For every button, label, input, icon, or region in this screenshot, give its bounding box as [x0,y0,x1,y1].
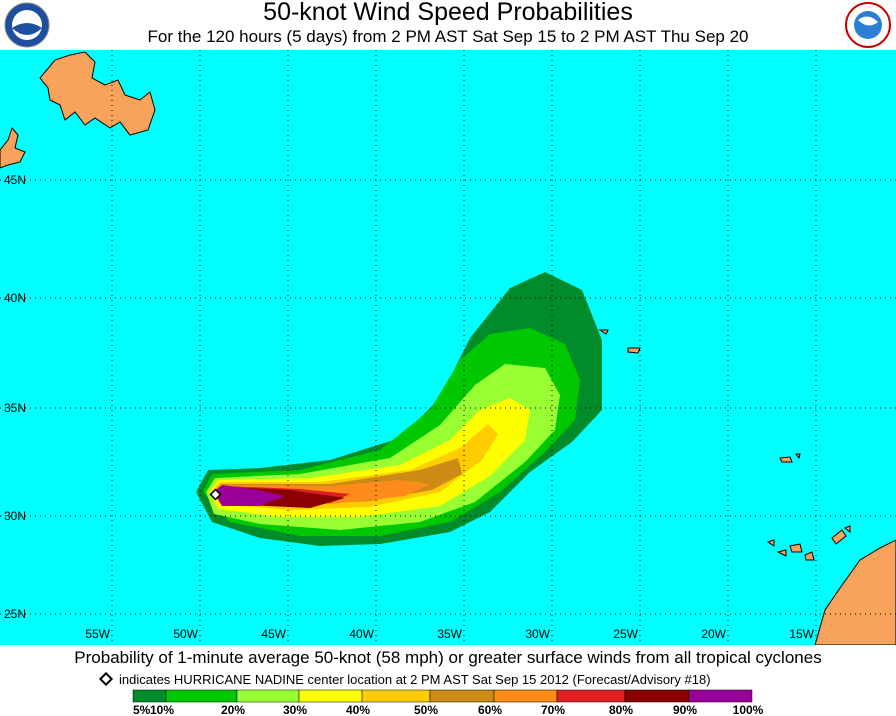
color-swatch [429,689,495,703]
longitude-label: 30W [525,627,550,641]
footer-caption: Probability of 1-minute average 50-knot … [74,648,821,667]
subtitle: For the 120 hours (5 days) from 2 PM AST… [148,27,749,46]
header-bg [0,0,896,50]
color-swatch [236,689,300,703]
nova-scotia [0,127,26,169]
longitude-label: 35W [437,627,462,641]
scale-label: 60% [478,703,502,716]
map: 45N 40N 35N 30N 25N 55W 50W 45W 40W 35W 30W 25W 20W 1… [0,50,896,646]
nws-logo [845,2,891,48]
scale-label: 5% [133,703,151,716]
probability-swath [196,272,602,546]
scale-label: 40% [346,703,370,716]
longitude-label: 25W [613,627,638,641]
longitude-label: 40W [349,627,374,641]
storm-center-marker [209,488,222,501]
scale-label: 10% [150,703,174,716]
latitude-label: 25N [4,607,26,621]
latitude-label: 45N [4,173,26,187]
longitude-label: 15W [789,627,814,641]
color-swatch [493,689,558,703]
longitude-label: 20W [701,627,726,641]
newfoundland [39,51,156,136]
latitude-label: 35N [4,401,26,415]
color-swatch [688,689,753,703]
color-swatch [132,689,167,703]
noaa-logo [4,2,50,48]
marker-note: indicates HURRICANE NADINE center locati… [119,672,711,687]
color-swatch [165,689,238,703]
scale-label: 100% [733,703,764,716]
color-swatch [298,689,363,703]
longitude-label: 55W [85,627,110,641]
scale-label: 80% [609,703,633,716]
scale-label: 30% [283,703,307,716]
africa [814,539,896,646]
longitude-label: 50W [173,627,198,641]
longitude-label: 45W [261,627,286,641]
color-swatch [361,689,431,703]
scale-label: 90% [673,703,697,716]
color-swatch [556,689,626,703]
legend-marker [98,671,114,687]
title: 50-knot Wind Speed Probabilities [263,0,633,26]
latitude-label: 30N [4,509,26,523]
color-swatch [624,689,690,703]
scale-label: 20% [221,703,245,716]
grid: 45N 40N 35N 30N 25N 55W 50W 45W 40W 35W 30W 25W 20W 1… [0,50,896,645]
color-scale: 5% 10% 20% 30% 40% 50% 60% 70% 80% 90% 100% [132,689,764,716]
scale-label: 70% [541,703,565,716]
scale-label: 50% [414,703,438,716]
footer-bg [0,645,896,716]
ocean [0,50,896,645]
latitude-label: 40N [4,291,26,305]
